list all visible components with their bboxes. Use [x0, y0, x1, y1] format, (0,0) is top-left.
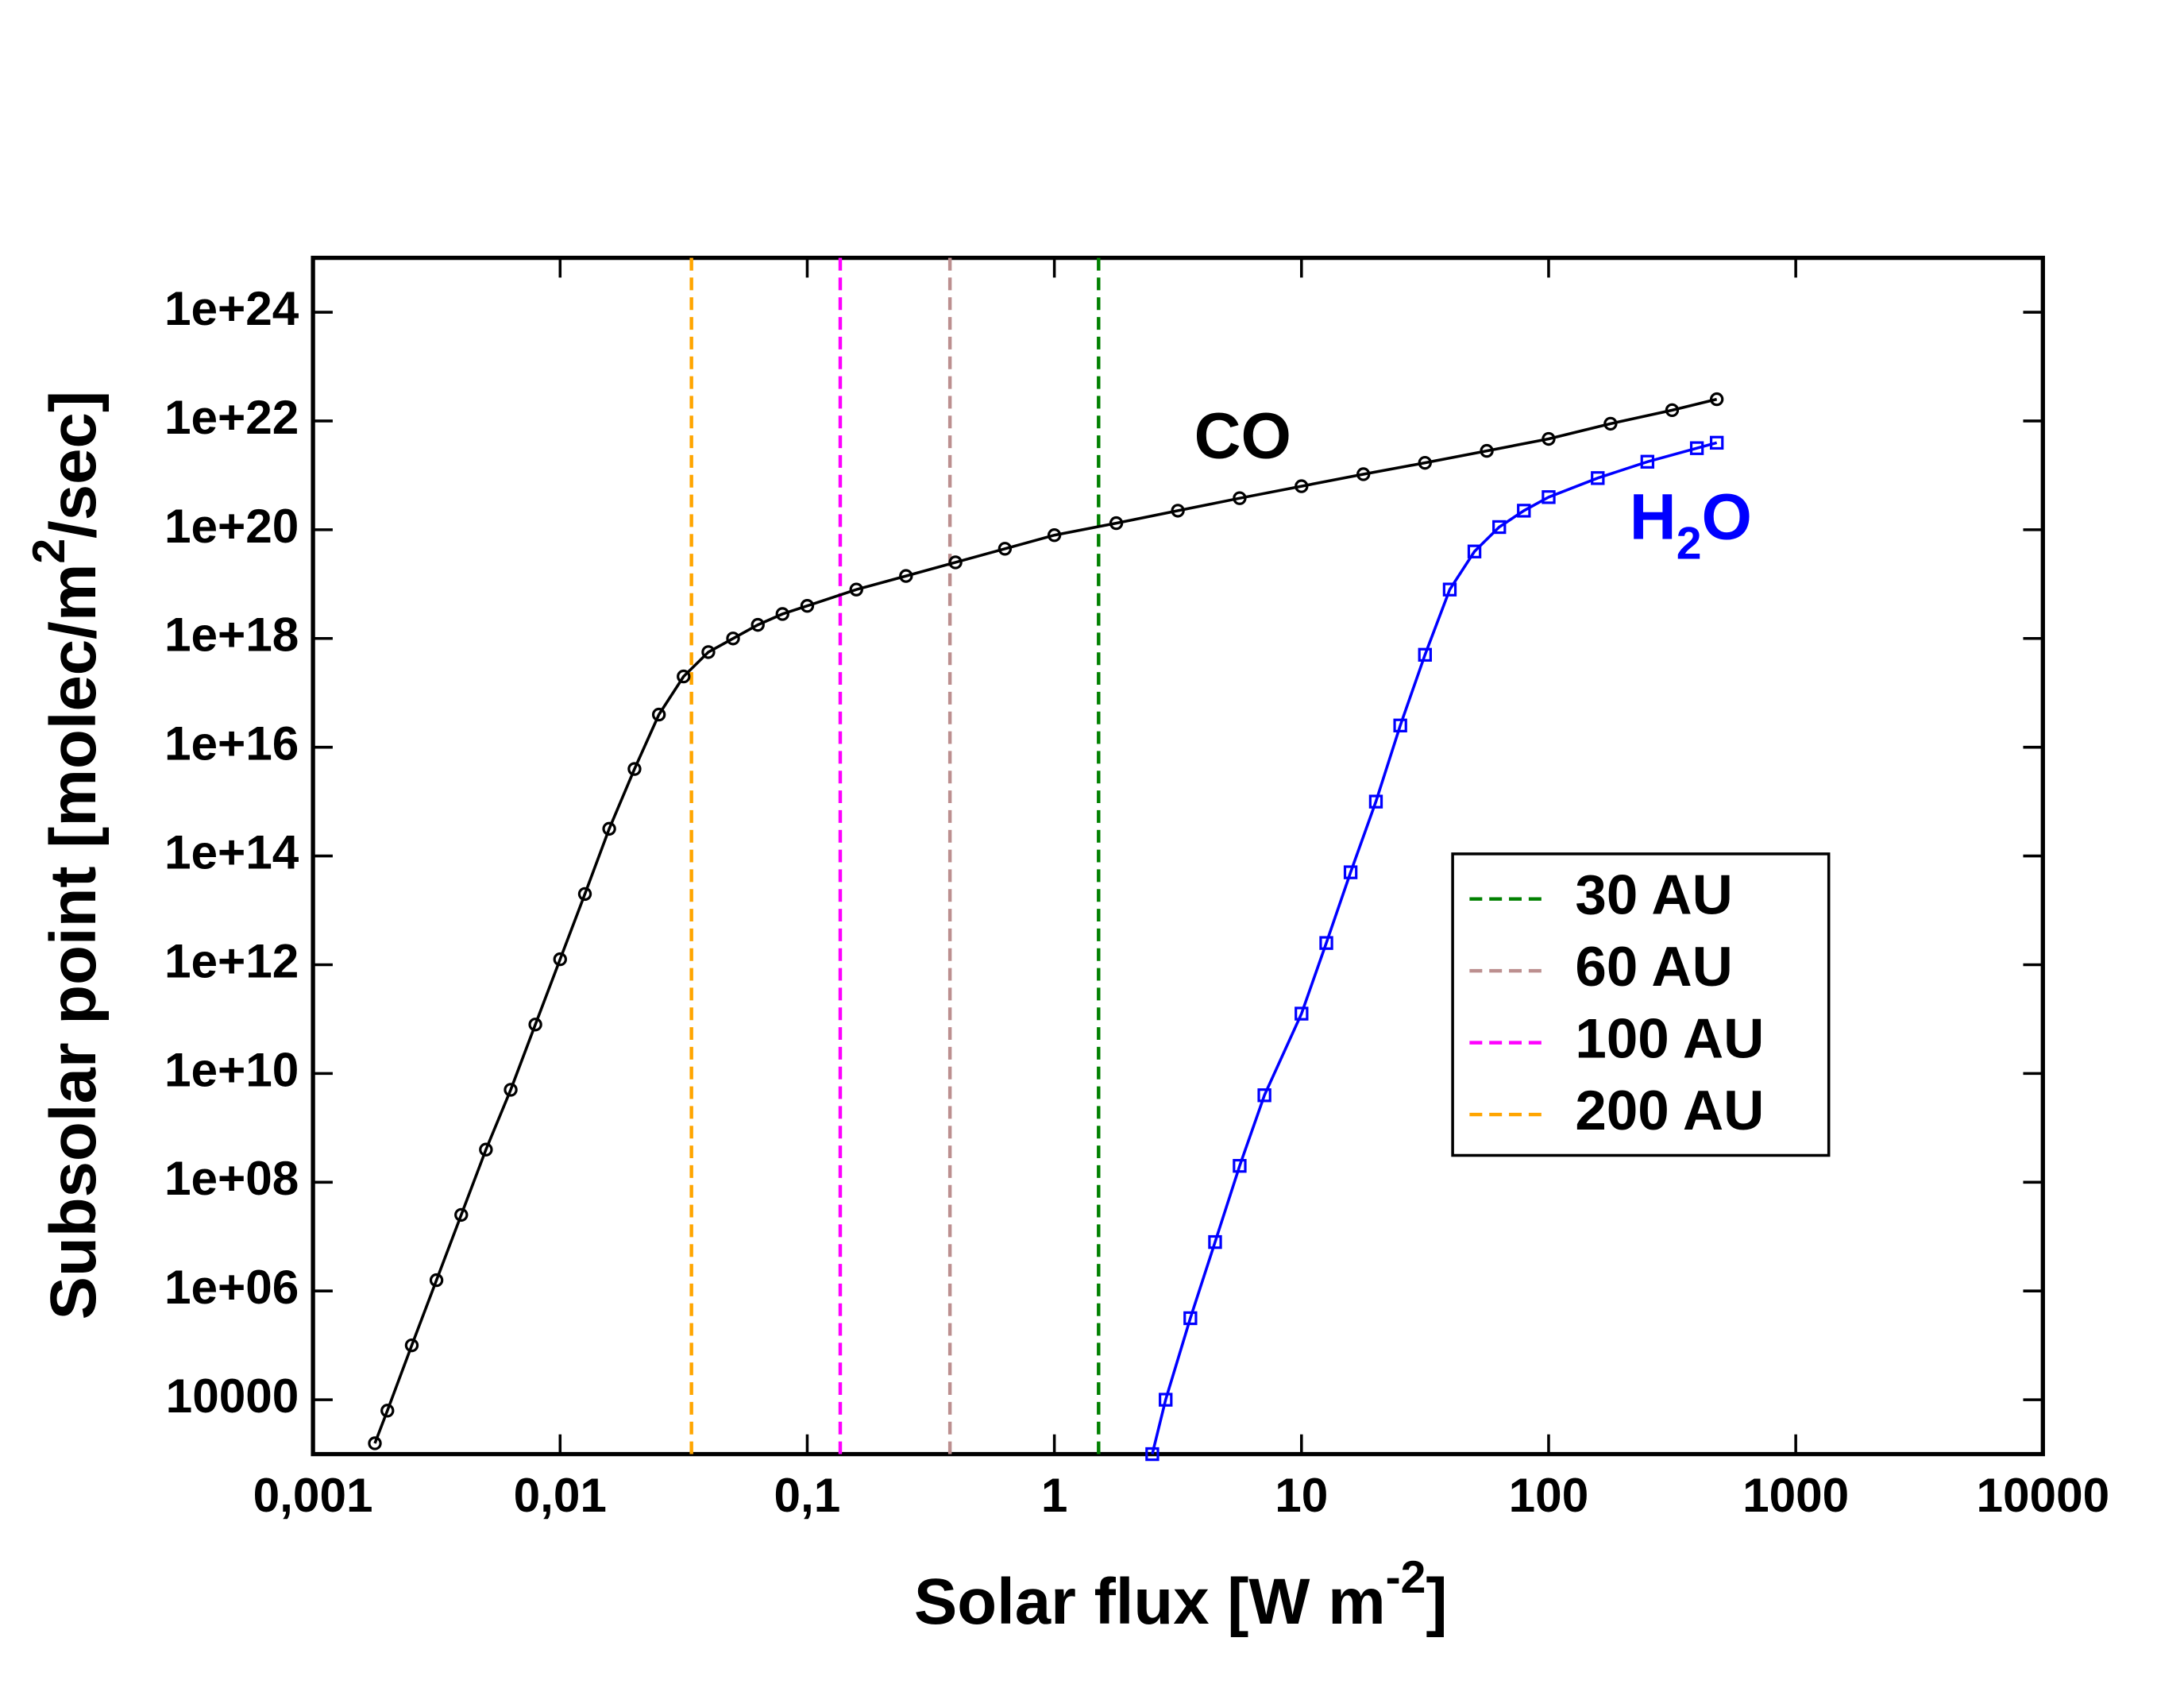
marker	[1295, 479, 1309, 493]
y-tick-label: 1e+24	[164, 281, 299, 335]
marker	[775, 607, 789, 621]
y-tick-label: 1e+08	[164, 1151, 299, 1205]
x-tick-label: 0,001	[253, 1468, 373, 1522]
marker	[404, 1338, 419, 1353]
marker	[504, 1083, 518, 1097]
marker	[1542, 431, 1556, 446]
y-tick-label: 1e+14	[164, 825, 299, 879]
marker	[1517, 504, 1531, 518]
x-axis-title-part: Solar flux [W m	[914, 1566, 1386, 1638]
legend-label: 30 AU	[1575, 863, 1732, 926]
x-tick-label: 100	[1509, 1468, 1589, 1522]
marker	[1442, 582, 1457, 597]
marker	[1689, 441, 1704, 455]
legend-label: 100 AU	[1575, 1007, 1764, 1070]
marker	[368, 1436, 382, 1450]
marker	[1343, 865, 1358, 879]
marker	[1418, 647, 1432, 662]
marker	[627, 762, 642, 776]
series-label-part: O	[1701, 481, 1751, 553]
marker	[899, 569, 913, 583]
legend-box	[1451, 852, 1831, 1157]
marker	[1480, 443, 1494, 458]
marker	[800, 599, 815, 613]
y-axis-title-part: /sec]	[37, 391, 109, 539]
marker	[1640, 454, 1655, 469]
x-axis-title-part: -2	[1386, 1552, 1426, 1603]
y-tick-label: 1e+20	[164, 499, 299, 553]
marker	[528, 1018, 542, 1032]
marker	[1319, 936, 1333, 950]
y-axis-title-part: Subsolar point [molec/m	[37, 564, 109, 1320]
marker	[454, 1207, 469, 1223]
marker	[651, 707, 666, 722]
marker	[1183, 1311, 1198, 1326]
marker	[1233, 1158, 1247, 1173]
marker	[1356, 467, 1371, 481]
marker	[1208, 1234, 1222, 1250]
marker	[701, 645, 716, 659]
marker	[479, 1142, 493, 1157]
marker	[1047, 528, 1062, 543]
marker	[948, 555, 963, 570]
marker	[997, 542, 1013, 556]
y-tick-label: 1e+22	[164, 390, 299, 444]
x-tick-label: 10	[1275, 1468, 1328, 1522]
marker	[1467, 544, 1482, 558]
y-axis-title-part: 2	[24, 539, 75, 564]
series-label: CO	[1194, 400, 1291, 473]
marker	[429, 1273, 444, 1288]
x-tick-label: 0,01	[514, 1468, 607, 1522]
y-tick-label: 1e+16	[164, 717, 299, 771]
series-label-part: H	[1630, 481, 1677, 553]
y-tick-label: 1e+06	[164, 1260, 299, 1314]
marker	[1591, 471, 1605, 485]
marker	[1709, 435, 1724, 450]
x-tick-label: 0,1	[774, 1468, 841, 1522]
marker	[1109, 516, 1124, 531]
marker	[1368, 794, 1383, 809]
y-tick-label: 1e+10	[164, 1042, 299, 1096]
marker	[1257, 1088, 1271, 1103]
marker	[1542, 490, 1556, 504]
legend-label: 200 AU	[1575, 1080, 1764, 1142]
marker	[1393, 718, 1407, 733]
legend-label: 60 AU	[1575, 936, 1732, 999]
marker	[1418, 455, 1432, 470]
series-label: H2O	[1630, 481, 1752, 570]
marker	[1709, 392, 1724, 407]
marker	[1492, 520, 1507, 535]
marker	[577, 886, 592, 902]
y-tick-label: 1e+18	[164, 608, 299, 662]
y-tick-label: 1e+12	[164, 933, 299, 987]
marker	[1603, 416, 1618, 431]
y-axis-title: Subsolar point [molec/m2/sec]	[24, 391, 109, 1320]
x-tick-label: 1000	[1742, 1468, 1849, 1522]
y-tick-label: 10000	[166, 1369, 299, 1423]
marker	[553, 952, 567, 967]
marker	[849, 582, 863, 597]
marker	[726, 632, 740, 646]
marker	[602, 821, 616, 836]
series-line	[373, 397, 1718, 1444]
x-axis-title: Solar flux [W m-2]	[914, 1552, 1448, 1637]
marker	[1171, 504, 1185, 518]
marker	[751, 617, 765, 632]
x-tick-label: 10000	[1976, 1468, 2109, 1522]
marker	[380, 1404, 395, 1418]
marker	[1295, 1006, 1309, 1021]
x-tick-label: 1	[1041, 1468, 1068, 1522]
marker	[1159, 1393, 1173, 1407]
series-line	[1151, 441, 1718, 1454]
marker	[1665, 403, 1680, 418]
x-axis-title-part: ]	[1426, 1566, 1447, 1638]
marker	[1145, 1447, 1160, 1462]
marker	[677, 669, 691, 684]
marker	[1233, 491, 1247, 505]
series-label-part: 2	[1677, 518, 1702, 569]
